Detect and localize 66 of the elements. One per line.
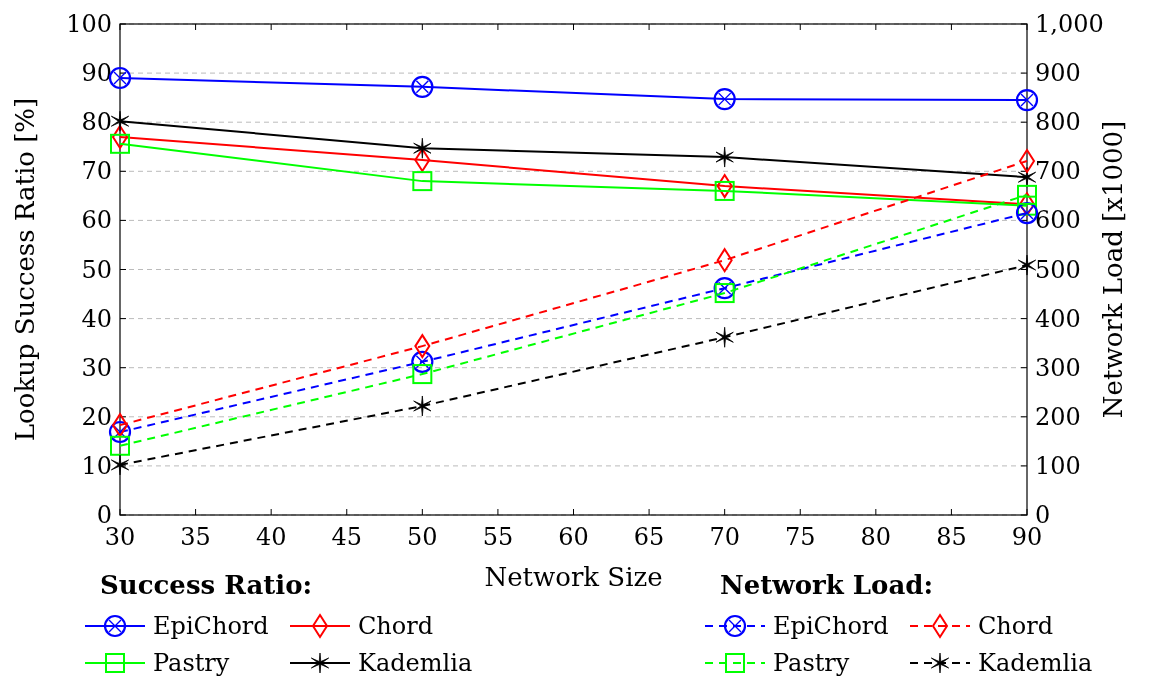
legend-label: Pastry [773, 649, 850, 677]
point [715, 146, 734, 168]
point [714, 283, 735, 304]
text: Network Load: [720, 570, 934, 600]
y-tick-label: 50 [81, 255, 112, 284]
x-tick-label: 45 [331, 523, 363, 551]
x-tick-label: 50 [407, 523, 438, 551]
point [413, 137, 432, 159]
point [1017, 166, 1037, 188]
legend-label: Pastry [153, 649, 230, 677]
y-axis-title: Lookup Success Ratio [%] [10, 97, 40, 442]
point [1017, 184, 1037, 205]
point [714, 180, 735, 201]
y-tick-label: 70 [81, 157, 112, 186]
y2-tick-label: 800 [1035, 108, 1081, 137]
x-tick-label: 40 [255, 523, 287, 551]
point [713, 88, 736, 111]
point [713, 277, 736, 300]
y2-tick-label: 1,000 [1035, 10, 1104, 38]
y-tick-label: 10 [81, 451, 112, 480]
legend-label: Chord [358, 612, 434, 640]
y-tick-label: 40 [81, 304, 112, 333]
point [411, 75, 434, 98]
x-tick-label: 75 [784, 523, 816, 551]
x-tick-label: 65 [633, 523, 665, 551]
point [1015, 89, 1039, 112]
x-tick-label: 80 [860, 523, 892, 551]
y-tick-label: 60 [81, 206, 112, 235]
legend-label: Chord [978, 612, 1054, 640]
x-tick-label: 55 [482, 523, 514, 551]
point [412, 171, 433, 192]
y2-tick-label: 600 [1035, 206, 1081, 235]
x-axis-title: Network Size [484, 562, 663, 592]
y2-axis-title: Network Load [x1000] [1098, 120, 1128, 419]
x-tick-label: 35 [180, 523, 211, 551]
y2-tick-label: 400 [1035, 304, 1081, 333]
legend-label: EpiChord [153, 612, 269, 640]
point [110, 110, 130, 132]
y-tick-label: 90 [81, 59, 112, 88]
y-tick-label: 80 [81, 108, 112, 137]
y-tick-label: 100 [66, 10, 112, 38]
y-tick-label: 20 [81, 402, 112, 431]
point [1017, 254, 1037, 276]
y2-tick-label: 100 [1035, 451, 1081, 480]
legend-label: EpiChord [773, 612, 889, 640]
y-tick-label: 30 [81, 353, 112, 382]
x-tick-label: 70 [709, 523, 740, 551]
point [110, 435, 130, 456]
y2-tick-label: 500 [1035, 255, 1081, 284]
point [413, 395, 432, 417]
legend-title: Success Ratio: [100, 570, 313, 600]
point [110, 454, 130, 476]
legend-label: Kademlia [358, 649, 473, 677]
x-tick-label: 60 [558, 523, 589, 551]
x-tick-label: 85 [936, 523, 967, 551]
y2-tick-label: 300 [1035, 353, 1081, 382]
x-tick-label: 30 [104, 523, 136, 551]
point [715, 326, 734, 348]
y2-tick-label: 700 [1035, 157, 1081, 186]
point [411, 350, 434, 373]
point [110, 133, 130, 154]
legend-label: Kademlia [978, 649, 1093, 677]
y2-tick-label: 200 [1035, 402, 1081, 431]
y2-tick-label: 900 [1035, 59, 1081, 88]
point [412, 364, 433, 385]
x-tick-label: 90 [1011, 523, 1043, 551]
